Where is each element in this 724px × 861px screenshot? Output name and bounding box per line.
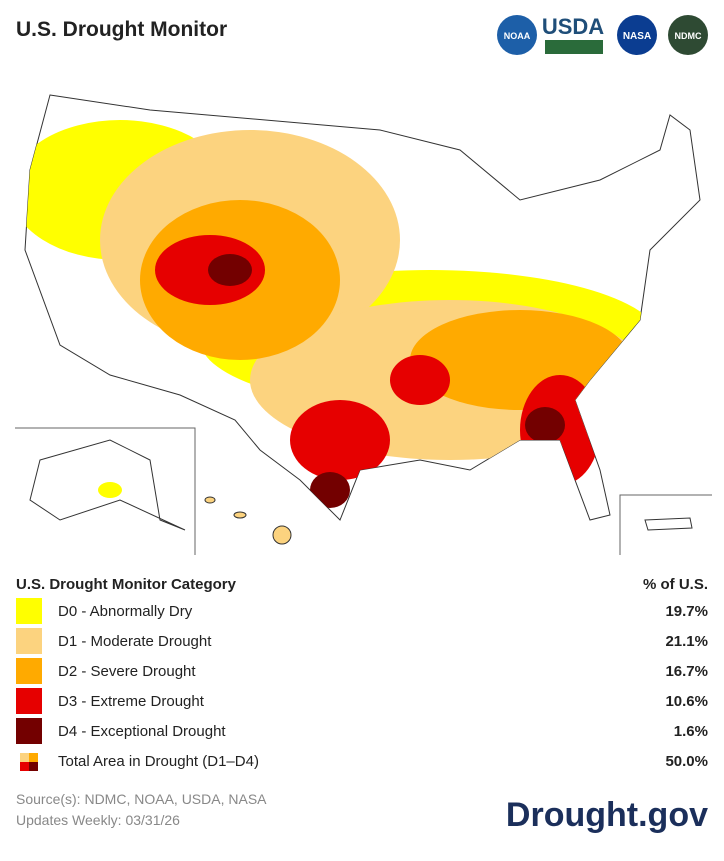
title: U.S. Drought Monitor [16, 18, 228, 41]
total-swatch [20, 753, 29, 762]
area-d4 [525, 407, 565, 443]
logo-text: NOAA [504, 31, 531, 41]
legend-swatch [16, 718, 42, 744]
area-d3 [290, 400, 390, 480]
legend-percent: 50.0% [665, 753, 708, 770]
legend-percent: 1.6% [673, 723, 708, 740]
legend-label: D2 - Severe Drought [58, 663, 196, 680]
pr-box [619, 494, 712, 555]
logos: NOAA USDA NASA NDMC [497, 14, 708, 55]
puerto-rico [644, 517, 693, 531]
area-d3 [390, 355, 450, 405]
total-swatch [20, 762, 29, 771]
legend-label: D1 - Moderate Drought [58, 633, 212, 650]
ndmc-logo [668, 15, 708, 55]
logo-text: NASA [623, 31, 651, 42]
logo-text: NDMC [675, 31, 702, 41]
noaa-logo [497, 15, 537, 55]
map [15, 94, 712, 555]
hawaii [204, 496, 292, 545]
legend-swatch [16, 628, 42, 654]
total-swatch [29, 762, 38, 771]
legend-percent: 19.7% [665, 603, 708, 620]
alaska-d0 [98, 482, 122, 498]
legend-label: Total Area in Drought (D1–D4) [58, 753, 259, 770]
logo-text: USDA [542, 14, 604, 39]
legend-percent: 21.1% [665, 633, 708, 650]
total-swatch [29, 753, 38, 762]
area-d4 [310, 472, 350, 508]
drought-areas [25, 120, 660, 508]
nasa-logo [617, 15, 657, 55]
legend-title: U.S. Drought Monitor Category [16, 576, 236, 593]
legend-column-header: % of U.S. [642, 576, 708, 593]
alaska-box [15, 427, 196, 555]
area-d4 [208, 254, 252, 286]
brand: Drought.gov [505, 796, 708, 834]
legend-swatch [16, 598, 42, 624]
legend-swatch [16, 658, 42, 684]
legend-swatch [16, 688, 42, 714]
legend-label: D4 - Exceptional Drought [58, 723, 226, 740]
usda-bar [545, 40, 603, 54]
sources: Source(s): NDMC, NOAA, USDA, NASA [16, 791, 267, 807]
legend-percent: 16.7% [665, 663, 708, 680]
legend-percent: 10.6% [665, 693, 708, 710]
legend-label: D0 - Abnormally Dry [58, 603, 193, 620]
updates: Updates Weekly: 03/31/26 [16, 812, 180, 828]
legend-label: D3 - Extreme Drought [58, 693, 204, 710]
